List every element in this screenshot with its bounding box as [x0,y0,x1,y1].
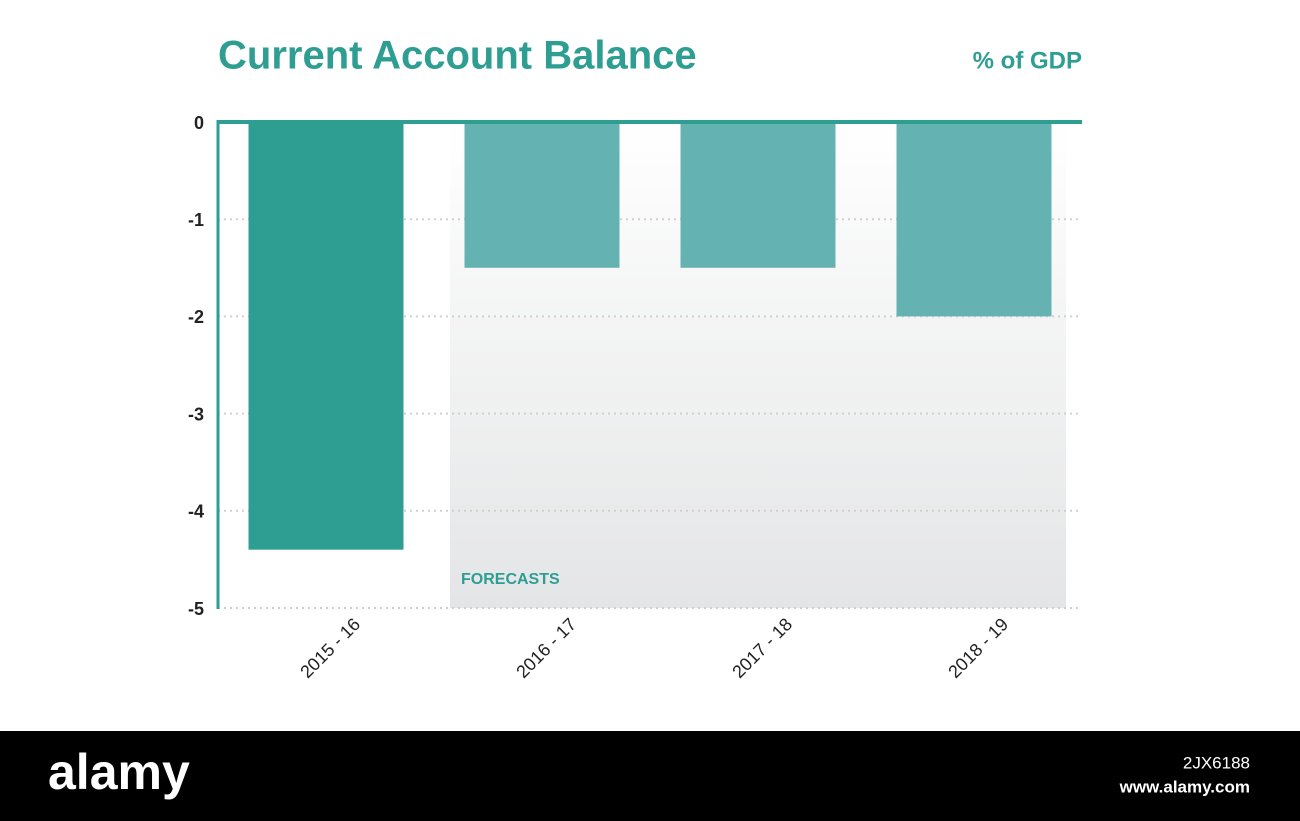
footer-bar [0,731,1300,821]
bar [896,122,1052,317]
chart-title: Current Account Balance [218,34,697,78]
y-tick-label: -4 [188,502,204,522]
bar [248,122,404,550]
y-tick-label: -1 [188,210,204,230]
y-tick-label: -3 [188,404,204,424]
y-tick-label: 0 [194,113,204,133]
bar [680,122,836,268]
footer-id: 2JX6188 [1183,753,1250,772]
bar [464,122,620,268]
forecast-label: FORECASTS [461,571,560,588]
x-tick-label: 2016 - 17 [512,614,580,682]
y-tick-label: -5 [188,599,204,619]
x-tick-label: 2018 - 19 [944,614,1012,682]
y-tick-label: -2 [188,307,204,327]
footer-brand: alamy [48,744,190,800]
footer-url: www.alamy.com [1119,777,1250,796]
x-tick-label: 2017 - 18 [728,614,796,682]
x-tick-label: 2015 - 16 [296,614,364,682]
unit-label: % of GDP [973,47,1082,74]
